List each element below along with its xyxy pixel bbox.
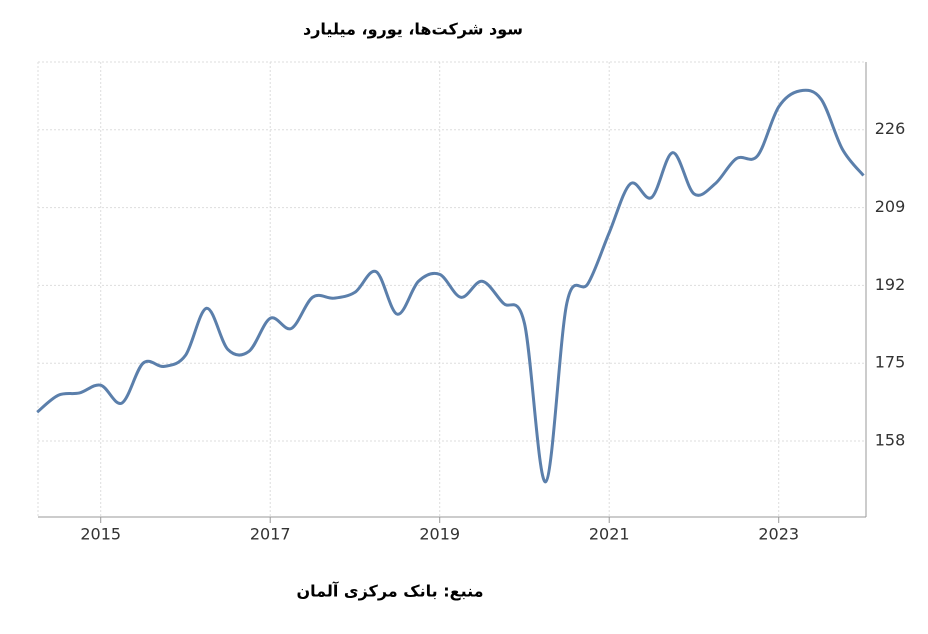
y-tick-label: 175 (875, 353, 906, 372)
y-tick-label: 192 (875, 275, 906, 294)
y-tick-label: 209 (875, 197, 906, 216)
y-tick-label: 158 (875, 431, 906, 450)
x-tick-label: 2015 (80, 525, 121, 544)
x-tick-label: 2023 (758, 525, 799, 544)
data-line (36, 88, 865, 484)
chart-title: سود شرکت‌ها، یورو، میلیارد (303, 20, 523, 39)
x-tick-label: 2021 (589, 525, 630, 544)
y-tick-label: 226 (875, 119, 906, 138)
x-tick-label: 2019 (419, 525, 460, 544)
source-note: منبع: بانک مرکزی آلمان (296, 581, 483, 601)
x-tick-label: 2017 (250, 525, 291, 544)
